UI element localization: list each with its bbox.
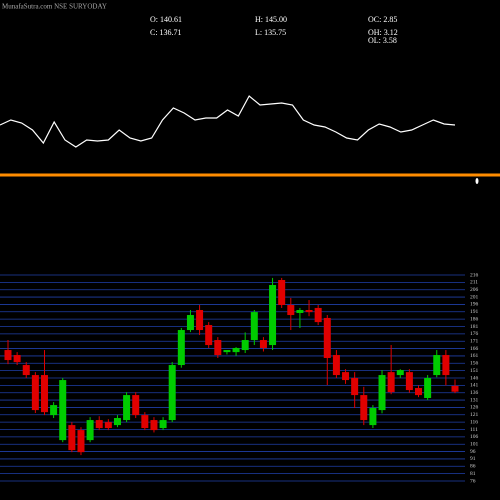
stat-label: OL: 3.58 (368, 36, 397, 45)
candle-body (50, 405, 58, 416)
candle-body (132, 395, 140, 416)
candle-body (369, 408, 377, 426)
stat-label: O: 140.61 (150, 15, 182, 24)
candle-body (77, 430, 85, 453)
y-tick-label: 121 (470, 412, 479, 418)
y-tick-label: 116 (470, 419, 478, 425)
candle-body (196, 310, 204, 331)
stat-label: L: 135.75 (255, 28, 286, 37)
candle-body (451, 385, 459, 392)
candle-body (323, 317, 331, 358)
stat-label: H: 145.00 (255, 15, 287, 24)
candle-body (269, 285, 277, 346)
candle-body (13, 355, 21, 363)
candle-body (95, 420, 103, 429)
stat-label: OH: 3.12 (368, 28, 398, 37)
y-tick-label: 181 (470, 324, 479, 330)
candle-body (396, 370, 404, 376)
candle-body (442, 355, 450, 376)
candle-body (424, 378, 432, 399)
y-tick-label: 96 (470, 449, 476, 455)
candle-body (59, 380, 67, 441)
y-tick-label: 201 (470, 294, 479, 300)
y-tick-label: 161 (470, 353, 479, 359)
y-tick-label: 156 (470, 361, 479, 367)
candle-body (40, 375, 48, 413)
candle-body (31, 375, 39, 411)
y-tick-label: 196 (470, 302, 479, 308)
candle-body (205, 325, 213, 346)
y-tick-label: 146 (470, 375, 479, 381)
candle-body (360, 395, 368, 421)
stat-label: C: 136.71 (150, 28, 182, 37)
candle-body (22, 365, 30, 376)
candle-body (4, 350, 12, 361)
candle-body (415, 388, 423, 396)
indicator-line (0, 95, 456, 148)
candle-body (150, 420, 158, 431)
candle-body (296, 310, 304, 313)
candle-body (123, 395, 131, 421)
dot (475, 178, 479, 184)
y-tick-label: 111 (470, 427, 478, 433)
candle-body (378, 375, 386, 411)
candle-body (287, 305, 295, 316)
candle-body (104, 422, 112, 429)
candle-body (168, 365, 176, 421)
candle-body (342, 372, 350, 381)
y-tick-label: 131 (470, 397, 479, 403)
y-tick-label: 136 (470, 390, 479, 396)
candle-body (259, 340, 267, 348)
y-tick-label: 86 (470, 464, 476, 470)
candle-body (141, 415, 149, 429)
candle-body (223, 350, 231, 353)
y-tick-label: 186 (470, 316, 479, 322)
y-tick-label: 91 (470, 456, 476, 462)
source-label: MunafaSutra.com NSE SURYODAY (2, 3, 107, 11)
candle-body (305, 310, 313, 313)
candle-body (186, 315, 194, 331)
candle-body (113, 418, 121, 426)
candle-body (159, 420, 167, 429)
candle-body (241, 340, 249, 351)
candle-body (68, 425, 76, 451)
y-tick-label: 106 (470, 434, 479, 440)
y-tick-label: 81 (470, 471, 476, 477)
y-tick-label: 211 (470, 280, 478, 286)
y-tick-label: 191 (470, 309, 479, 315)
candle-body (214, 340, 222, 356)
y-tick-label: 171 (470, 338, 479, 344)
candle-body (314, 307, 322, 323)
y-tick-label: 76 (470, 478, 476, 484)
y-tick-label: 126 (470, 405, 479, 411)
candle-body (332, 355, 340, 376)
y-tick-label: 216 (470, 272, 479, 278)
candle-body (433, 355, 441, 376)
candle-body (278, 280, 286, 306)
y-tick-label: 101 (470, 441, 479, 447)
y-tick-label: 206 (470, 287, 479, 293)
candle-body (405, 372, 413, 391)
candle-body (351, 378, 359, 396)
candle-body (387, 372, 395, 393)
y-tick-label: 176 (470, 331, 479, 337)
stat-label: OC: 2.85 (368, 15, 397, 24)
candle-body (86, 420, 94, 441)
candle-body (232, 347, 240, 353)
y-tick-label: 166 (470, 346, 479, 352)
y-tick-label: 151 (470, 368, 479, 374)
y-tick-label: 141 (470, 383, 479, 389)
candle-body (250, 312, 258, 341)
candle-body (177, 330, 185, 366)
